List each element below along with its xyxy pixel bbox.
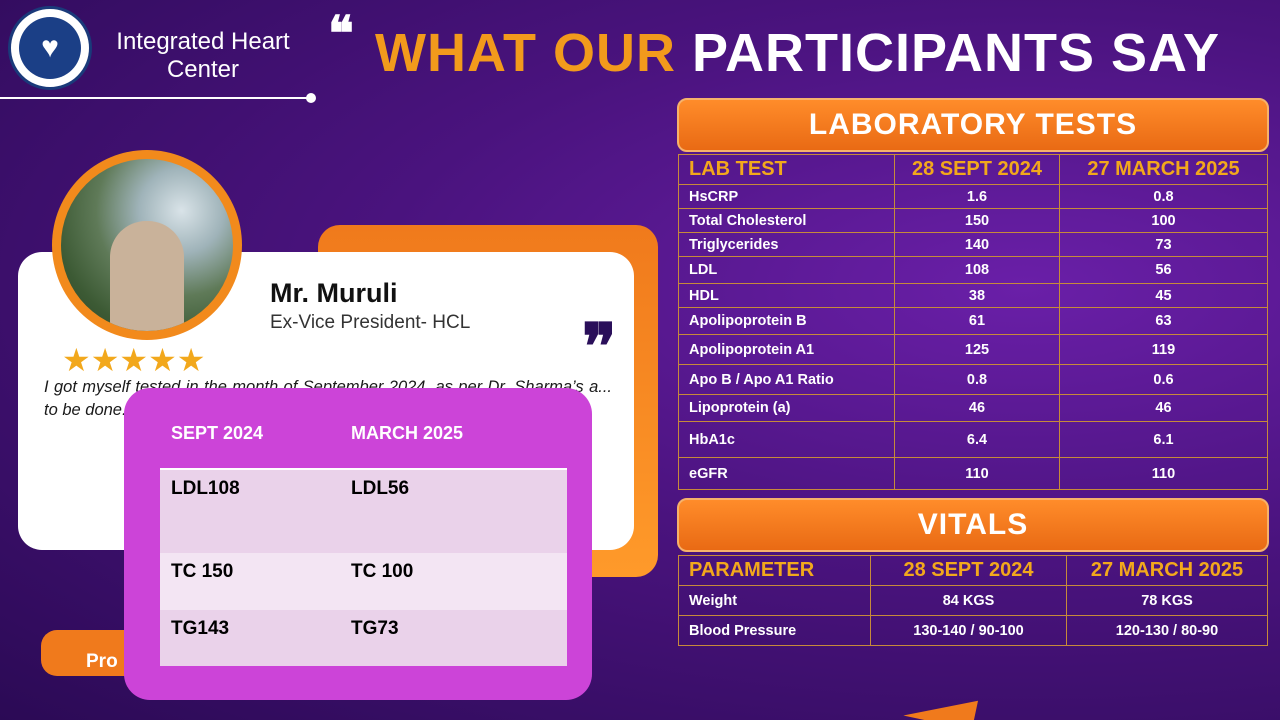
comparison-row: TG143 TG73: [160, 610, 567, 666]
lab-row: HDL 38 45: [678, 283, 1268, 308]
vitals-row-value: 130-140 / 90-100: [870, 615, 1067, 646]
comparison-col2-header: MARCH 2025: [351, 423, 464, 443]
lab-row-value: 38: [894, 283, 1060, 308]
lab-header-date1: 28 SEPT 2024: [894, 154, 1060, 185]
lab-row-label: Apo B / Apo A1 Ratio: [678, 364, 895, 395]
brand-underline-dot: [306, 93, 316, 103]
lab-row-value: 46: [1059, 394, 1268, 422]
lab-row-value: 110: [894, 457, 1060, 490]
program-pill-label: Pro: [86, 651, 118, 672]
comparison-table: SEPT 2024 MARCH 2025 LDL108 LDL56 TC 150…: [160, 413, 567, 666]
lab-tests-banner: LABORATORY TESTS: [677, 98, 1269, 152]
headline: WHAT OUR PARTICIPANTS SAY: [375, 22, 1220, 84]
brand-logo: ♥: [8, 6, 92, 90]
lab-row: Total Cholesterol 150 100: [678, 208, 1268, 233]
participant-name: Mr. Muruli: [270, 278, 398, 308]
star-rating-icon: ★★★★★: [62, 342, 206, 378]
lab-row: Apolipoprotein A1 125 119: [678, 334, 1268, 365]
vitals-row: Weight 84 KGS 78 KGS: [678, 585, 1268, 616]
lab-row-value: 140: [894, 232, 1060, 257]
lab-row-label: Total Cholesterol: [678, 208, 895, 233]
lab-row-value: 0.6: [1059, 364, 1268, 395]
headline-accent: WHAT OUR: [375, 23, 676, 83]
lab-row-value: 125: [894, 334, 1060, 365]
lab-row-label: HDL: [678, 283, 895, 308]
avatar: [52, 150, 242, 340]
vitals-header-date2: 27 MARCH 2025: [1066, 555, 1268, 586]
vitals-table: PARAMETER 28 SEPT 2024 27 MARCH 2025 Wei…: [678, 555, 1268, 646]
headline-main: PARTICIPANTS SAY: [691, 23, 1221, 83]
lab-tests-table: LAB TEST 28 SEPT 2024 27 MARCH 2025 HsCR…: [678, 154, 1268, 490]
lab-row-value: 6.4: [894, 421, 1060, 458]
lab-row-value: 56: [1059, 256, 1268, 284]
lab-row-value: 110: [1059, 457, 1268, 490]
lab-row: Apo B / Apo A1 Ratio 0.8 0.6: [678, 364, 1268, 395]
lab-header-date2: 27 MARCH 2025: [1059, 154, 1268, 185]
lab-row: HsCRP 1.6 0.8: [678, 184, 1268, 209]
lab-row-value: 1.6: [894, 184, 1060, 209]
comparison-after: TC 100: [351, 561, 414, 582]
comparison-after: TG73: [351, 618, 399, 639]
avatar-photo: [61, 159, 233, 331]
vitals-row-label: Weight: [678, 585, 871, 616]
lab-row: Lipoprotein (a) 46 46: [678, 394, 1268, 422]
vitals-row-label: Blood Pressure: [678, 615, 871, 646]
comparison-before: TG143: [171, 618, 230, 639]
lab-row: eGFR 110 110: [678, 457, 1268, 490]
lab-row-label: Lipoprotein (a): [678, 394, 895, 422]
lab-row: LDL 108 56: [678, 256, 1268, 284]
quote-close-icon: ❞: [582, 310, 617, 385]
lab-row-value: 108: [894, 256, 1060, 284]
vitals-row-value: 84 KGS: [870, 585, 1067, 616]
lab-row-value: 119: [1059, 334, 1268, 365]
lab-row-value: 61: [894, 307, 1060, 335]
lab-row-label: Apolipoprotein A1: [678, 334, 895, 365]
lab-row-label: LDL: [678, 256, 895, 284]
comparison-before: TC 150: [171, 561, 234, 582]
lab-row-label: Apolipoprotein B: [678, 307, 895, 335]
lab-row-value: 0.8: [894, 364, 1060, 395]
lab-row-label: Triglycerides: [678, 232, 895, 257]
lab-row: Apolipoprotein B 61 63: [678, 307, 1268, 335]
lab-row-value: 0.8: [1059, 184, 1268, 209]
lab-row-value: 73: [1059, 232, 1268, 257]
brand-underline: [0, 97, 312, 99]
lab-row-label: HsCRP: [678, 184, 895, 209]
lab-row-value: 63: [1059, 307, 1268, 335]
lab-row: Triglycerides 140 73: [678, 232, 1268, 257]
comparison-col1-header: SEPT 2024: [171, 423, 264, 443]
decorative-arrow-icon: [873, 679, 979, 720]
lab-row-value: 150: [894, 208, 1060, 233]
lab-row-value: 45: [1059, 283, 1268, 308]
vitals-row: Blood Pressure 130-140 / 90-100 120-130 / …: [678, 615, 1268, 646]
comparison-after: LDL56: [351, 478, 410, 499]
lab-row-value: 100: [1059, 208, 1268, 233]
lab-row: HbA1c 6.4 6.1: [678, 421, 1268, 458]
quote-open-icon: ❝: [328, 6, 354, 62]
vitals-header-row: PARAMETER 28 SEPT 2024 27 MARCH 2025: [678, 555, 1268, 586]
lab-row-value: 6.1: [1059, 421, 1268, 458]
vitals-row-value: 120-130 / 80-90: [1066, 615, 1268, 646]
heart-logo-icon: ♥: [19, 17, 81, 79]
lab-header-row: LAB TEST 28 SEPT 2024 27 MARCH 2025: [678, 154, 1268, 185]
lab-row-label: HbA1c: [678, 421, 895, 458]
comparison-row: LDL108 LDL56: [160, 470, 567, 553]
vitals-banner: VITALS: [677, 498, 1269, 552]
participant-role: Ex-Vice President- HCL: [270, 312, 471, 333]
vitals-header-parameter: PARAMETER: [678, 555, 871, 586]
comparison-row: TC 150 TC 100: [160, 553, 567, 610]
comparison-before: LDL108: [171, 478, 240, 499]
vitals-header-date1: 28 SEPT 2024: [870, 555, 1067, 586]
comparison-header: SEPT 2024 MARCH 2025: [160, 413, 567, 470]
person-icon: [110, 221, 184, 331]
vitals-row-value: 78 KGS: [1066, 585, 1268, 616]
lab-row-value: 46: [894, 394, 1060, 422]
brand-name: Integrated Heart Center: [116, 28, 290, 83]
lab-header-test: LAB TEST: [678, 154, 895, 185]
lab-row-label: eGFR: [678, 457, 895, 490]
